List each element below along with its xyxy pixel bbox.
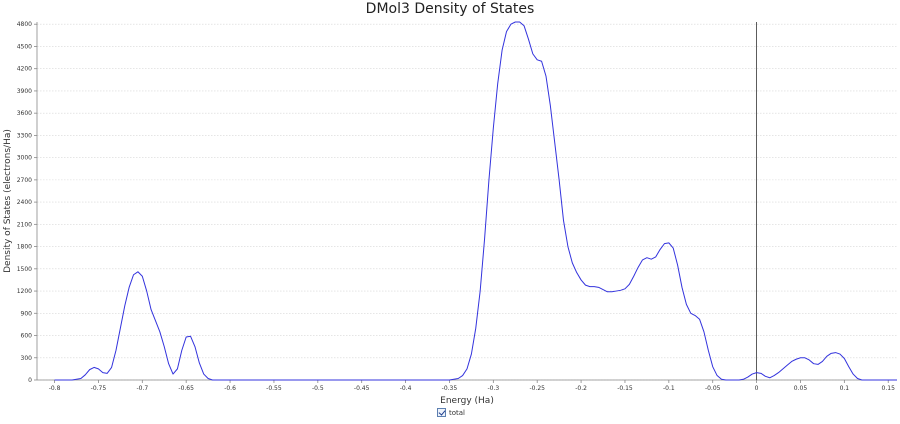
x-axis-label: Energy (Ha) (440, 396, 494, 406)
x-tick-label: -0.75 (91, 385, 107, 392)
y-tick-label: 0 (28, 377, 32, 384)
x-tick-label: -0.35 (442, 385, 458, 392)
y-axis-label: Density of States (electrons/Ha) (3, 129, 13, 273)
legend: total (437, 408, 465, 417)
x-tick-label: -0.15 (617, 385, 633, 392)
y-tick-label: 2100 (17, 221, 32, 228)
y-tick-label: 2400 (17, 199, 32, 206)
x-tick-label: -0.25 (529, 385, 545, 392)
x-tick-label: -0.1 (663, 385, 675, 392)
x-tick-label: 0.1 (840, 385, 850, 392)
x-tick-label: 0 (755, 385, 759, 392)
x-tick-label: -0.45 (354, 385, 370, 392)
y-tick-label: 1500 (17, 266, 32, 273)
x-tick-label: 0.05 (794, 385, 808, 392)
y-tick-label: 3600 (17, 110, 32, 117)
plot-area (37, 22, 897, 380)
x-tick-label: -0.05 (705, 385, 721, 392)
y-tick-label: 1200 (17, 288, 32, 295)
y-tick-label: 4200 (17, 66, 32, 73)
x-tick-label: -0.6 (224, 385, 236, 392)
x-tick-label: -0.8 (49, 385, 61, 392)
x-tick-label: -0.7 (136, 385, 148, 392)
y-tick-label: 1800 (17, 244, 32, 251)
x-tick-label: -0.3 (487, 385, 499, 392)
y-tick-label: 4800 (17, 21, 32, 28)
x-tick-label: -0.65 (178, 385, 194, 392)
y-tick-label: 4500 (17, 43, 32, 50)
series-line-total (54, 21, 897, 381)
chart-title: DMol3 Density of States (365, 1, 535, 17)
y-tick-label: 3900 (17, 88, 32, 95)
y-tick-label: 3000 (17, 155, 32, 162)
x-tick-label: -0.55 (266, 385, 282, 392)
x-tick-label: -0.4 (400, 385, 412, 392)
y-tick-label: 600 (21, 333, 33, 340)
x-tick-label: -0.5 (312, 385, 324, 392)
y-tick-label: 300 (21, 355, 33, 362)
y-tick-label: 2700 (17, 177, 32, 184)
y-tick-label: 3300 (17, 132, 32, 139)
legend-label-total: total (449, 408, 466, 417)
x-tick-label: 0.15 (882, 385, 896, 392)
legend-checkbox-total[interactable] (437, 408, 446, 417)
y-tick-label: 900 (21, 310, 33, 317)
x-tick-label: -0.2 (575, 385, 587, 392)
